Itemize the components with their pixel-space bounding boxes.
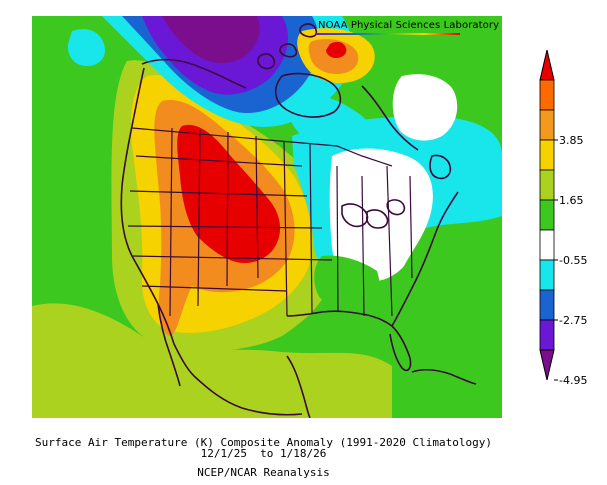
caption-source: NCEP/NCAR Reanalysis	[197, 466, 330, 479]
colorbar-segment	[539, 289, 555, 321]
colorbar-segment	[539, 169, 555, 201]
colorbar-tick-label: 3.85	[559, 134, 584, 147]
colorbar-segment	[539, 79, 555, 111]
colorbar-tick-label: -4.95	[559, 374, 587, 387]
colorbar-segment	[539, 259, 555, 291]
anomaly-map	[32, 16, 502, 418]
field-cyan-alaska	[67, 29, 106, 67]
colorbar-tick-label: -0.55	[559, 254, 587, 267]
field-white-east	[329, 148, 433, 282]
credit-color-stripe	[316, 33, 460, 35]
caption-date-range: 12/1/25 to 1/18/26	[200, 447, 327, 460]
field-purple-dark-northwest	[162, 16, 260, 64]
colorbar-arrow-bottom	[539, 349, 555, 381]
credit-label: NOAA Physical Sciences Laboratory	[318, 20, 500, 31]
colorbar-body	[539, 49, 555, 381]
colorbar: 3.85 1.65 -0.55 -2.75 -4.95	[539, 49, 587, 387]
field-white-northeast	[392, 74, 458, 141]
colorbar-tick-label: 1.65	[559, 194, 584, 207]
colorbar-segment	[539, 229, 555, 261]
colorbar-ticks: 3.85 1.65 -0.55 -2.75 -4.95	[554, 134, 587, 387]
colorbar-tick-label: -2.75	[559, 314, 587, 327]
caption-title: Surface Air Temperature (K) Composite An…	[35, 436, 492, 449]
colorbar-segment	[539, 199, 555, 231]
colorbar-segment	[539, 109, 555, 141]
colorbar-arrow-top	[539, 49, 555, 81]
colorbar-segment	[539, 139, 555, 171]
field-red-greenland	[326, 41, 347, 58]
colorbar-segment	[539, 319, 555, 351]
political-borders	[127, 127, 413, 317]
